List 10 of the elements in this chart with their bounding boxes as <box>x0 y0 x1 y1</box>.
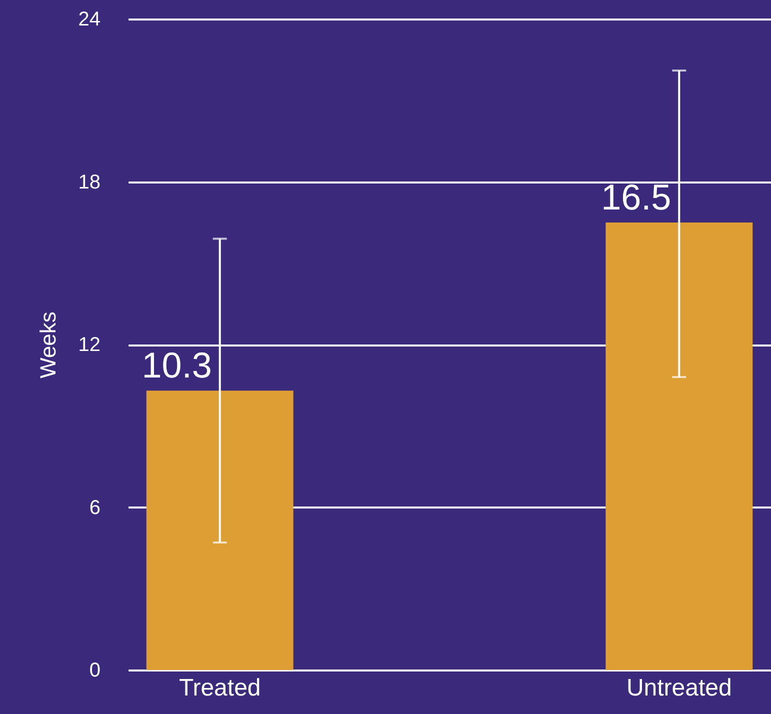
y-tick-label: 12 <box>78 334 100 356</box>
y-tick-label: 0 <box>89 660 100 682</box>
y-tick-label: 24 <box>78 8 100 30</box>
x-tick-label: Untreated <box>626 674 732 702</box>
x-tick-label: Treated <box>178 674 261 702</box>
y-tick-label: 18 <box>78 171 100 194</box>
data-label: 10.3 <box>142 344 212 386</box>
y-tick-label: 6 <box>89 496 100 519</box>
y-axis-title: Weeks <box>35 312 60 378</box>
data-label: 16.5 <box>601 176 672 218</box>
